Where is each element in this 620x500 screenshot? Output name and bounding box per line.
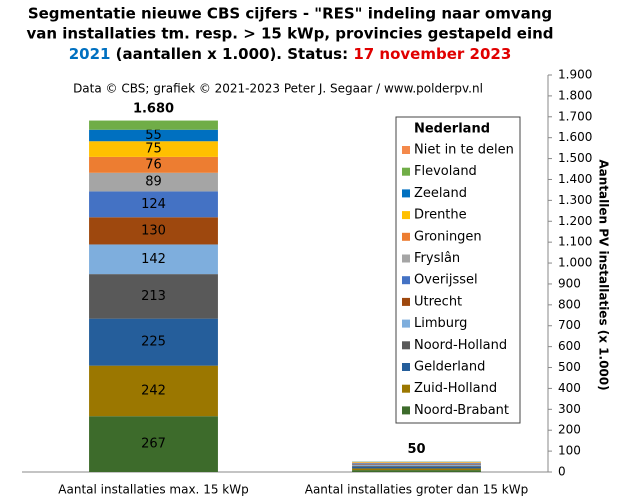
chart-title-line: van installaties tm. resp. > 15 kWp, pro…	[26, 25, 553, 43]
bar-segment	[89, 172, 218, 192]
x-tick-label: Aantal installaties groter dan 15 kWp	[305, 483, 529, 497]
bar-segment	[89, 318, 218, 366]
chart-title-line: 2021 (aantallen x 1.000). Status: 17 nov…	[69, 45, 512, 63]
y-tick-label: 1.100	[558, 235, 592, 249]
bar-segment	[89, 141, 218, 157]
title-year: 2021	[69, 45, 111, 63]
y-tick-label: 0	[558, 465, 566, 479]
title-text: (aantallen x 1.000). Status:	[110, 45, 353, 63]
x-tick-label: Aantal installaties max. 15 kWp	[58, 483, 248, 497]
data-label: 225	[141, 335, 166, 350]
data-label: 242	[141, 383, 166, 398]
legend-swatch	[402, 384, 410, 393]
legend-label: Noord-Holland	[414, 338, 507, 353]
y-tick-label: 1.400	[558, 172, 592, 186]
data-label: 124	[141, 197, 166, 212]
y-tick-label: 1.600	[558, 130, 592, 144]
legend-label: Flevoland	[414, 164, 477, 179]
legend-label: Zeeland	[414, 186, 467, 201]
legend-label: Utrecht	[414, 294, 462, 309]
legend-box	[395, 116, 521, 424]
legend-swatch	[402, 341, 410, 350]
legend-label: Fryslân	[414, 251, 460, 266]
legend-swatch	[402, 363, 410, 371]
data-label: 267	[141, 437, 166, 452]
y-tick-label: 1.200	[558, 214, 592, 228]
y-tick-label: 200	[558, 423, 581, 437]
y-tick-label: 900	[558, 276, 581, 290]
y-tick-label: 300	[558, 402, 581, 416]
bar-segment	[89, 365, 218, 417]
bar-segment	[352, 464, 481, 465]
legend-swatch	[402, 276, 410, 285]
legend-label: Noord-Brabant	[414, 403, 509, 418]
legend-swatch	[402, 297, 410, 306]
y-tick-label: 700	[558, 318, 581, 332]
bar-segment	[352, 465, 481, 467]
y-axis-label: Aantallen PV installaties (x 1.000)	[597, 159, 611, 390]
legend-label: Groningen	[414, 229, 482, 244]
y-tick-label: 400	[558, 381, 581, 395]
subtitle: Data © CBS; grafiek © 2021-2023 Peter J.…	[73, 82, 483, 96]
total-label: 1.680	[133, 101, 174, 116]
legend-label: Drenthe	[414, 208, 467, 223]
y-tick-label: 600	[558, 339, 581, 353]
data-label: 76	[145, 157, 162, 172]
data-label: 55	[145, 128, 162, 143]
legend-label: Niet in te delen	[414, 143, 514, 158]
data-label: 213	[141, 289, 166, 304]
legend-swatch	[402, 211, 410, 220]
bar-segment	[89, 217, 218, 245]
y-tick-label: 1.500	[558, 151, 592, 165]
y-tick-label: 1.700	[558, 109, 592, 123]
legend-label: Zuid-Holland	[414, 381, 497, 396]
chart-title-line: Segmentatie nieuwe CBS cijfers - "RES" i…	[28, 5, 552, 23]
bar-segment	[89, 156, 218, 173]
bar-segment	[89, 129, 218, 142]
legend-swatch	[402, 146, 410, 154]
legend-swatch	[402, 232, 410, 241]
y-tick-label: 1.900	[558, 68, 592, 82]
legend-label: Limburg	[414, 316, 467, 331]
bar-segment	[89, 274, 218, 319]
bar-segment	[89, 244, 218, 275]
bar-segment	[89, 120, 218, 130]
bar-segment	[352, 462, 481, 464]
y-tick-label: 500	[558, 360, 581, 374]
y-tick-label: 1.300	[558, 193, 592, 207]
data-label: 75	[145, 142, 162, 157]
data-label: 89	[145, 175, 162, 190]
bar-segment	[352, 468, 481, 471]
data-label: 142	[141, 252, 166, 267]
bar-segment	[352, 466, 481, 469]
legend-swatch	[402, 189, 410, 198]
y-tick-label: 1.000	[558, 256, 592, 270]
legend-swatch	[402, 254, 410, 263]
y-tick-label: 1.800	[558, 88, 592, 102]
bar-segment	[352, 463, 481, 465]
legend-swatch	[402, 319, 410, 328]
legend-swatch	[402, 167, 410, 176]
data-label: 130	[141, 223, 166, 238]
y-tick-label: 100	[558, 444, 581, 458]
title-date: 17 november 2023	[353, 45, 511, 63]
bar-segment	[89, 416, 218, 472]
legend-swatch	[402, 406, 410, 415]
bar-segment	[352, 470, 481, 472]
legend-title: Nederland	[414, 122, 490, 137]
legend-label: Overijssel	[414, 273, 478, 288]
bar-segment	[352, 464, 481, 466]
total-label: 50	[407, 442, 425, 457]
bar-segment	[89, 191, 218, 218]
legend-label: Gelderland	[414, 360, 485, 375]
y-tick-label: 800	[558, 297, 581, 311]
